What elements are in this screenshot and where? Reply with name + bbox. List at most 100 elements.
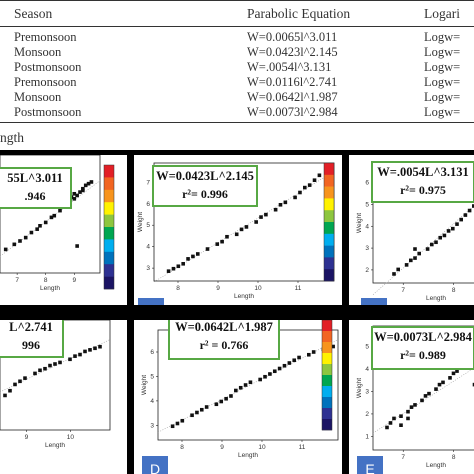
equation-box: L^2.741 996 <box>0 320 64 358</box>
data-point <box>406 409 410 414</box>
x-tick-label: 10 <box>67 434 75 441</box>
data-point <box>72 191 77 196</box>
data-point <box>413 256 417 260</box>
data-point <box>455 222 459 226</box>
data-point <box>248 380 253 385</box>
y-tick-label: 4 <box>150 398 154 405</box>
colorbar-swatch <box>324 174 334 187</box>
data-point <box>224 396 228 401</box>
data-point <box>52 213 57 218</box>
data-point <box>263 374 267 379</box>
colorbar-swatch <box>322 331 332 343</box>
equation-box: W=0.0423L^2.145 r²= 0.996 <box>152 165 258 207</box>
data-point <box>191 254 195 259</box>
equation-box: W=0.0073L^2.984 r²= 0.989 <box>371 326 474 370</box>
x-tick-label: 8 <box>180 444 184 451</box>
x-tick-label: 8 <box>176 285 180 292</box>
colorbar-frame <box>321 320 333 431</box>
data-point <box>317 173 322 178</box>
colorbar-swatch <box>324 245 334 258</box>
x-tick-label: 7 <box>401 454 405 461</box>
data-point <box>93 346 97 351</box>
data-point <box>258 377 262 382</box>
x-axis-label: Length <box>234 293 254 300</box>
log-cell: Logw= <box>424 45 461 59</box>
data-point <box>282 363 287 368</box>
data-point <box>442 233 447 238</box>
data-point <box>18 239 22 243</box>
data-point <box>467 208 472 213</box>
data-point <box>451 226 455 231</box>
r-squared-text: r² = 0.766 <box>199 338 249 352</box>
data-point <box>297 355 301 360</box>
data-point <box>292 358 297 363</box>
log-cell: Logw= <box>424 105 461 119</box>
log-cell: Logw= <box>424 30 461 44</box>
scatter-plot: 8 9 10 11 Length 3 4 5 6 7 Weight <box>137 162 335 300</box>
equation-cell: W=0.0116l^2.741 <box>247 75 338 89</box>
data-point <box>446 229 451 233</box>
y-axis-label: Weight <box>356 378 363 398</box>
y-tick-label: 4 <box>365 366 369 373</box>
equation-box: W=.0054L^3.131 r²= 0.975 <box>371 161 474 203</box>
panel-a: 7 8 9 Length 55L^3.011 .946 <box>0 155 127 305</box>
y-tick-label: 3 <box>146 265 150 272</box>
data-point <box>23 376 27 380</box>
data-point <box>283 200 288 205</box>
x-tick-label: 9 <box>216 285 220 292</box>
data-point <box>72 197 77 201</box>
data-point <box>254 220 258 224</box>
data-point <box>239 227 244 232</box>
data-point <box>33 371 37 376</box>
data-point <box>409 258 413 263</box>
data-point <box>38 368 42 373</box>
data-point <box>459 217 463 222</box>
y-tick-label: 6 <box>150 349 154 356</box>
data-point <box>204 405 209 409</box>
plot-frame <box>0 155 101 274</box>
data-point <box>420 398 424 403</box>
table-header-rule <box>0 26 474 27</box>
panel-e: 7 8 Length 1 2 3 4 5 Weight W=0.0073L^2.984 r²= … <box>349 320 474 474</box>
table-top-rule <box>0 0 474 1</box>
y-tick-label: 6 <box>146 201 150 208</box>
data-point <box>243 383 248 387</box>
data-point <box>259 215 263 219</box>
data-point <box>170 424 175 429</box>
y-tick-label: 4 <box>146 244 150 251</box>
data-point <box>399 414 403 418</box>
season-cell: Premonsoon <box>14 75 77 89</box>
colorbar-swatch <box>104 239 114 253</box>
x-axis-label: Length <box>426 462 446 469</box>
data-point <box>58 208 62 213</box>
colorbar-swatch <box>104 227 114 240</box>
data-point <box>234 388 238 393</box>
colorbar-swatch <box>322 386 332 398</box>
data-point <box>448 376 452 380</box>
y-tick-label: 1 <box>365 433 369 440</box>
data-point <box>392 272 396 276</box>
data-point <box>430 242 434 247</box>
x-tick-label: 8 <box>452 287 456 294</box>
data-point <box>417 251 421 256</box>
data-point <box>43 220 48 225</box>
data-point <box>195 410 199 415</box>
data-point <box>311 350 316 354</box>
season-cell: Premonsoon <box>14 30 77 44</box>
x-tick-label: 11 <box>299 444 306 451</box>
y-axis-label: Weight <box>356 213 363 233</box>
data-point <box>13 382 17 387</box>
y-tick-label: 5 <box>146 222 150 229</box>
data-point <box>215 242 220 246</box>
data-point <box>434 240 438 245</box>
x-tick-label: 9 <box>72 277 76 284</box>
data-point <box>264 212 268 217</box>
x-tick-label: 7 <box>401 287 405 294</box>
data-point <box>409 405 414 409</box>
data-point <box>58 360 62 365</box>
data-point <box>43 366 47 371</box>
colorbar-swatch <box>104 202 114 215</box>
data-point <box>277 366 282 371</box>
equation-cell: W=0.0642l^1.987 <box>247 90 338 104</box>
r-squared-text: r²= 0.996 <box>182 187 228 201</box>
